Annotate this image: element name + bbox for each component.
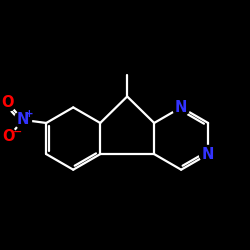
- Text: −: −: [13, 127, 22, 137]
- Text: N: N: [17, 112, 29, 127]
- Text: O: O: [1, 95, 14, 110]
- Text: N: N: [175, 100, 187, 115]
- Circle shape: [14, 111, 32, 128]
- Circle shape: [0, 94, 16, 112]
- Text: O: O: [2, 130, 15, 144]
- Text: +: +: [24, 109, 33, 119]
- Circle shape: [172, 99, 190, 116]
- Circle shape: [200, 146, 217, 163]
- Text: N: N: [202, 146, 214, 162]
- Circle shape: [0, 128, 18, 146]
